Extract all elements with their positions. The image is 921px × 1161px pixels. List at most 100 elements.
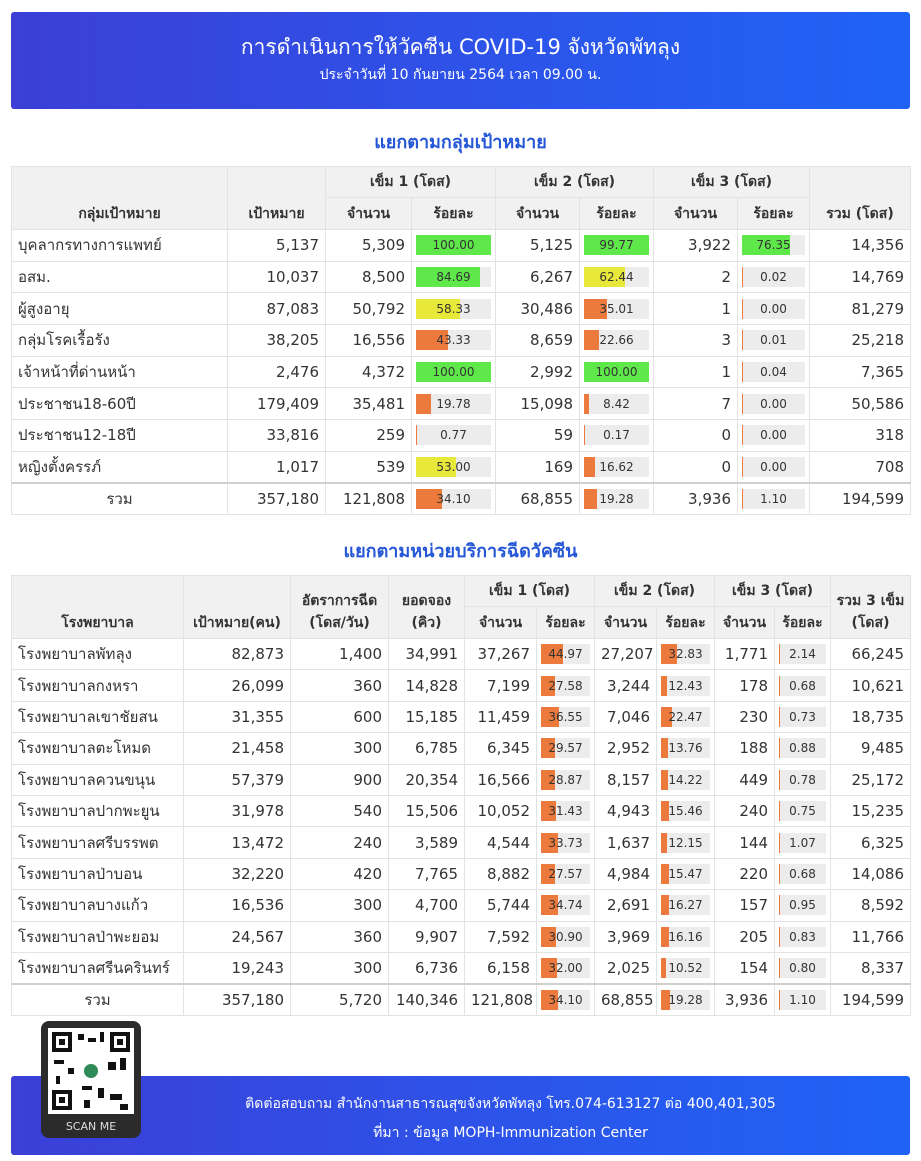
percent-label: 0.77 xyxy=(440,428,467,443)
col-header-dose3: เข็ม 3 (โดส) xyxy=(714,575,831,607)
total-doses: 25,218 xyxy=(809,324,911,357)
percent-label: 0.95 xyxy=(789,898,816,913)
percent-label: 13.76 xyxy=(668,741,703,756)
total-doses: 8,592 xyxy=(830,889,911,922)
percent-bar-fill xyxy=(416,393,431,414)
dose2-count: 2,025 xyxy=(594,951,657,985)
dose1-count: 8,500 xyxy=(325,260,412,294)
percent-label: 0.80 xyxy=(789,960,816,975)
group-name: เจ้าหน้าที่ด่านหน้า xyxy=(11,355,228,389)
percent-label: 22.47 xyxy=(668,709,703,724)
group-name: ประชาชน18-60ปี xyxy=(11,387,228,421)
percent-bar-fill xyxy=(416,362,491,383)
contact-info: ติดต่อสอบถาม สำนักงานสาธารณสุขจังหวัดพัท… xyxy=(245,1096,776,1112)
percent-bar-fill xyxy=(416,425,417,446)
dose3-percent: 0.88 xyxy=(774,732,831,765)
percent-bar-fill xyxy=(584,393,590,414)
dose2-count: 59 xyxy=(495,419,580,452)
booked-queue: 4,700 xyxy=(388,889,465,922)
dose3-count: 144 xyxy=(714,826,775,859)
col-header-count: จำนวน xyxy=(653,197,738,230)
dose1-percent: 34.74 xyxy=(536,889,595,922)
group-name: ผู้สูงอายุ xyxy=(11,292,228,326)
hospital-name: โรงพยาบาลป่าบอน xyxy=(11,857,184,891)
percent-bar-fill xyxy=(584,489,597,510)
dose3-percent: 1.10 xyxy=(737,482,810,516)
col-header-percent: ร้อยละ xyxy=(411,197,496,230)
percent-bar-track: 14.22 xyxy=(661,769,710,790)
dose2-percent: 15.46 xyxy=(656,794,715,828)
percent-bar-track: 0.00 xyxy=(742,456,805,477)
dose3-count: 2 xyxy=(653,260,738,294)
qr-code-pattern xyxy=(48,1028,134,1114)
target-value: 13,472 xyxy=(183,826,291,859)
qr-code[interactable]: SCAN ME xyxy=(41,1021,141,1138)
percent-bar-fill xyxy=(541,989,558,1010)
dose1-percent: 29.57 xyxy=(536,732,595,765)
target-value: 357,180 xyxy=(227,482,326,516)
percent-bar-fill xyxy=(742,298,743,319)
percent-bar-track: 1.10 xyxy=(742,489,805,510)
table-row: โรงพยาบาลศรีนครินทร์ 19,243 300 6,736 6,158 3… xyxy=(11,951,911,985)
dose2-count: 4,984 xyxy=(594,857,657,891)
dose1-percent: 28.87 xyxy=(536,763,595,796)
percent-bar-track: 58.33 xyxy=(416,298,491,319)
percent-bar-fill xyxy=(541,957,557,978)
percent-label: 99.77 xyxy=(599,238,634,253)
percent-bar-track: 32.83 xyxy=(661,644,710,665)
percent-label: 22.66 xyxy=(599,333,634,348)
dose3-percent: 76.35 xyxy=(737,229,810,262)
dose2-percent: 16.16 xyxy=(656,920,715,953)
table-row: โรงพยาบาลเขาชัยสน 31,355 600 15,185 11,459 36… xyxy=(11,700,911,734)
percent-bar-track: 19.28 xyxy=(584,489,649,510)
percent-label: 0.00 xyxy=(760,428,787,443)
target-value: 57,379 xyxy=(183,763,291,796)
table-row: โรงพยาบาลควนขนุน 57,379 900 20,354 16,566 28.… xyxy=(11,763,911,796)
qr-caption: SCAN ME xyxy=(65,1120,117,1133)
percent-bar-track: 0.77 xyxy=(416,425,491,446)
col-header-count: จำนวน xyxy=(714,606,775,639)
dose1-count: 50,792 xyxy=(325,292,412,326)
dose3-count: 1 xyxy=(653,355,738,389)
dose1-count: 121,808 xyxy=(464,982,537,1016)
dose3-percent: 0.68 xyxy=(774,857,831,891)
dose2-percent: 19.28 xyxy=(579,482,654,516)
col-header-percent: ร้อยละ xyxy=(737,197,810,230)
booked-queue: 140,346 xyxy=(388,982,465,1016)
dose3-percent: 0.00 xyxy=(737,450,810,484)
rate-header-line2: (โดส/วัน) xyxy=(309,615,370,631)
percent-bar-track: 0.68 xyxy=(779,863,826,884)
dose2-percent: 16.27 xyxy=(656,889,715,922)
total-doses: 6,325 xyxy=(830,826,911,859)
dose3-count: 178 xyxy=(714,669,775,702)
report-date: ประจำวันที่ 10 กันยายน 2564 เวลา 09.00 น… xyxy=(319,67,602,83)
dose1-percent: 32.00 xyxy=(536,951,595,985)
dose1-count: 8,882 xyxy=(464,857,537,891)
total-doses: 9,485 xyxy=(830,732,911,765)
hospital-name: โรงพยาบาลศรีบรรพต xyxy=(11,826,184,859)
percent-bar-track: 27.57 xyxy=(541,863,590,884)
total-doses: 14,769 xyxy=(809,260,911,294)
percent-bar-track: 76.35 xyxy=(742,235,805,256)
table-row: ประชาชน12-18ปี 33,816 259 0.77 59 0.17 0 0.00 31… xyxy=(11,419,911,452)
dose3-percent: 1.07 xyxy=(774,826,831,859)
dose1-count: 4,544 xyxy=(464,826,537,859)
percent-bar-fill xyxy=(742,489,743,510)
percent-bar-track: 0.02 xyxy=(742,267,805,288)
page-title: การดำเนินการให้วัคซีน COVID-19 จังหวัดพั… xyxy=(240,35,681,59)
hospital-name: โรงพยาบาลเขาชัยสน xyxy=(11,700,184,734)
percent-bar-track: 1.10 xyxy=(779,989,826,1010)
target-value: 38,205 xyxy=(227,324,326,357)
percent-label: 2.14 xyxy=(789,647,816,662)
col-header-target: เป้าหมาย(คน) xyxy=(183,575,291,639)
percent-bar-track: 36.55 xyxy=(541,706,590,727)
dose3-percent: 0.00 xyxy=(737,419,810,452)
total-doses: 708 xyxy=(809,450,911,484)
dose2-percent: 22.47 xyxy=(656,700,715,734)
percent-bar-track: 28.87 xyxy=(541,769,590,790)
table-row: กลุ่มโรคเรื้อรัง 38,205 16,556 43.33 8,659 22… xyxy=(11,324,911,357)
dose2-count: 2,952 xyxy=(594,732,657,765)
percent-bar-fill xyxy=(661,957,667,978)
booked-queue: 15,185 xyxy=(388,700,465,734)
dose1-percent: 19.78 xyxy=(411,387,496,421)
